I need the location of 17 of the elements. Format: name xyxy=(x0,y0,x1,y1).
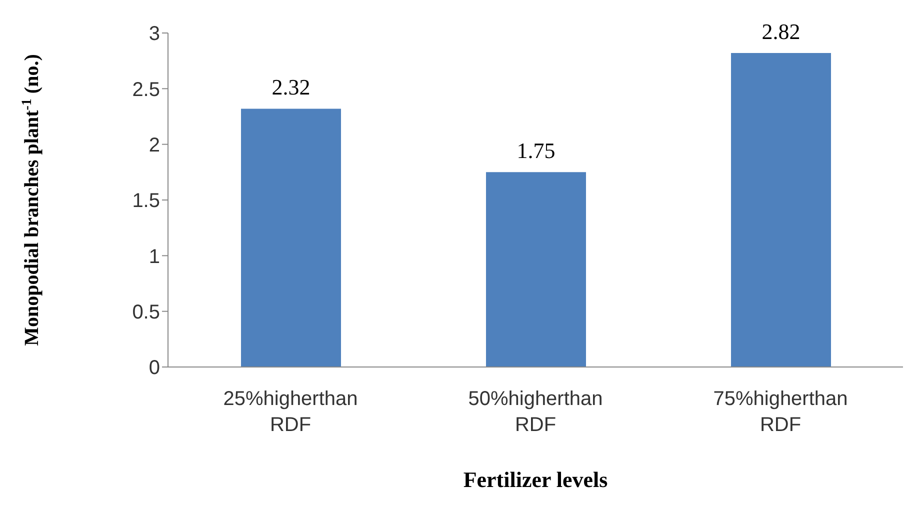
x-tick-label: 75%higherthan RDF xyxy=(713,388,848,436)
y-tick-label: 1.5 xyxy=(132,190,160,212)
y-tick-label: 2 xyxy=(148,134,160,156)
data-label: 1.75 xyxy=(516,138,556,164)
bar xyxy=(241,108,341,367)
y-tick-label: 1 xyxy=(148,246,160,268)
y-tick-label: 3 xyxy=(148,23,160,46)
x-tick-label: 50%higherthan RDF xyxy=(468,388,603,436)
bar xyxy=(731,53,831,367)
y-tick-label: 0 xyxy=(148,357,160,380)
y-tick-label: 2.5 xyxy=(132,78,160,101)
x-tick-label: 25%higherthan RDF xyxy=(223,388,358,436)
data-label: 2.82 xyxy=(762,19,800,44)
y-tick-label: 0.5 xyxy=(132,301,160,324)
data-label: 2.32 xyxy=(272,74,310,100)
x-axis-title: Fertilizer levels xyxy=(463,467,608,492)
bar xyxy=(486,172,586,367)
